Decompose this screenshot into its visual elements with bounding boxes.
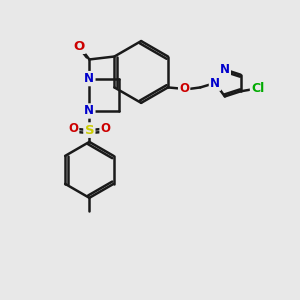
Text: O: O	[68, 122, 78, 135]
Text: O: O	[179, 82, 189, 95]
Text: N: N	[210, 76, 220, 89]
Text: S: S	[85, 124, 94, 136]
Text: N: N	[84, 72, 94, 85]
Text: Cl: Cl	[251, 82, 264, 95]
Text: N: N	[220, 63, 230, 76]
Text: N: N	[210, 76, 220, 89]
Text: N: N	[84, 104, 94, 118]
Text: O: O	[74, 40, 85, 53]
Text: O: O	[100, 122, 111, 135]
